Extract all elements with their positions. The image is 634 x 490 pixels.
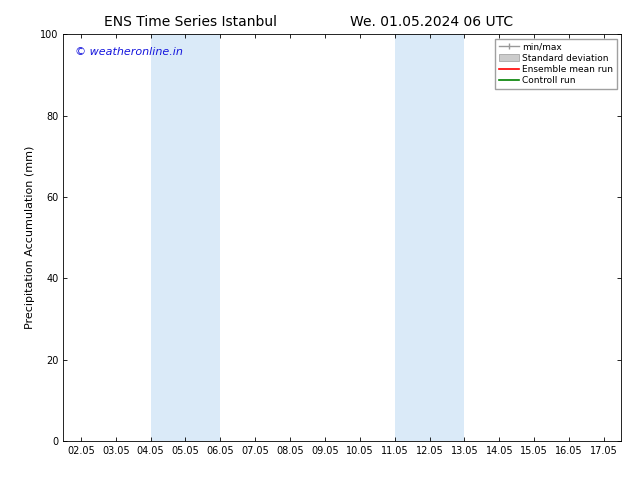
Text: We. 01.05.2024 06 UTC: We. 01.05.2024 06 UTC [349, 15, 513, 29]
Bar [150, 34, 221, 441]
Y-axis label: Precipitation Accumulation (mm): Precipitation Accumulation (mm) [25, 146, 35, 329]
Text: © weatheronline.in: © weatheronline.in [75, 47, 183, 56]
Bar [394, 34, 464, 441]
Legend: min/max, Standard deviation, Ensemble mean run, Controll run: min/max, Standard deviation, Ensemble me… [495, 39, 617, 89]
Text: ENS Time Series Istanbul: ENS Time Series Istanbul [104, 15, 276, 29]
